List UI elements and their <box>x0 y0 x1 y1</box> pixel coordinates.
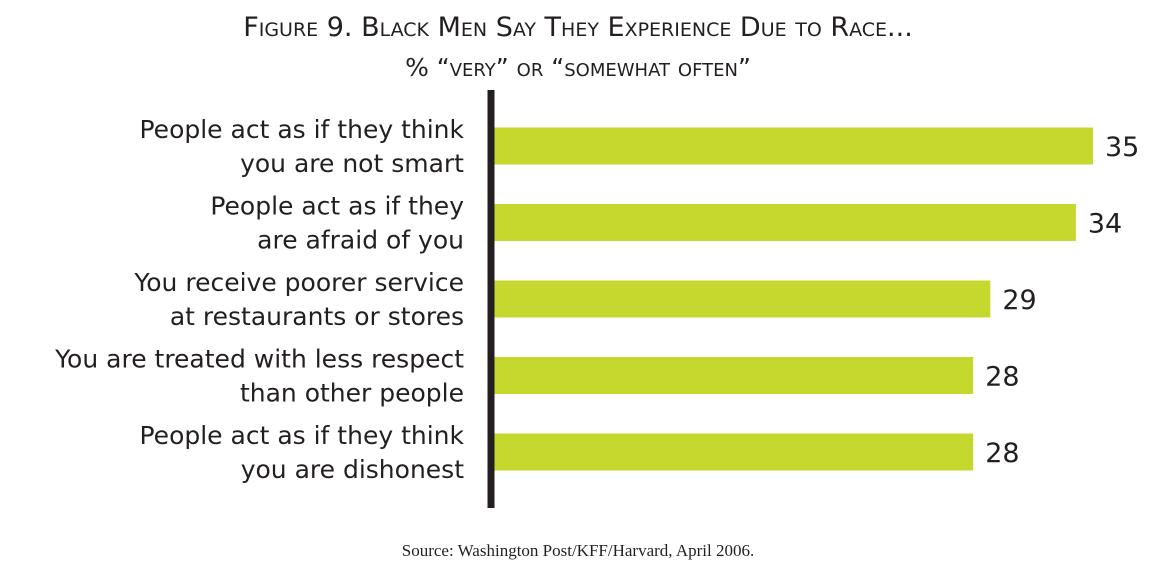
category-label-line: You receive poorer service <box>133 268 464 297</box>
chart-title: Figure 9. Black Men Say They Experience … <box>243 12 913 43</box>
bar <box>494 280 991 318</box>
chart-subtitle: % “very” or “somewhat often” <box>405 53 751 82</box>
bar <box>494 433 974 471</box>
source-note: Source: Washington Post/KFF/Harvard, Apr… <box>402 541 754 560</box>
category-label-line: People act as if they think <box>140 421 465 450</box>
category-label-line: at restaurants or stores <box>170 302 464 331</box>
category-label-line: you are not smart <box>240 149 464 178</box>
category-label-line: You are treated with less respect <box>54 345 464 374</box>
data-label: 34 <box>1088 209 1122 240</box>
category-label-line: than other people <box>240 379 464 408</box>
bar <box>494 204 1076 241</box>
bars-group <box>494 127 1093 471</box>
data-label: 28 <box>985 438 1019 469</box>
data-label: 29 <box>1002 285 1036 316</box>
category-label-line: People act as if they <box>210 192 464 221</box>
bar <box>494 127 1093 165</box>
category-label: You are treated with less respect than ot… <box>54 345 464 408</box>
data-label: 35 <box>1105 132 1139 163</box>
category-labels-group: People act as if they think you are not s… <box>54 115 464 484</box>
data-labels-group: 35 34 29 28 28 <box>985 132 1139 469</box>
category-label-line: you are dishonest <box>241 455 464 484</box>
data-label: 28 <box>985 362 1019 393</box>
category-label: People act as if they think you are not s… <box>140 115 465 178</box>
category-label: You receive poorer service at restaurants… <box>133 268 464 331</box>
category-label-line: are afraid of you <box>257 226 464 255</box>
bar <box>494 357 974 394</box>
category-label-line: People act as if they think <box>140 115 465 144</box>
category-label: People act as if they think you are disho… <box>140 421 465 484</box>
category-label: People act as if they are afraid of you <box>210 192 464 255</box>
